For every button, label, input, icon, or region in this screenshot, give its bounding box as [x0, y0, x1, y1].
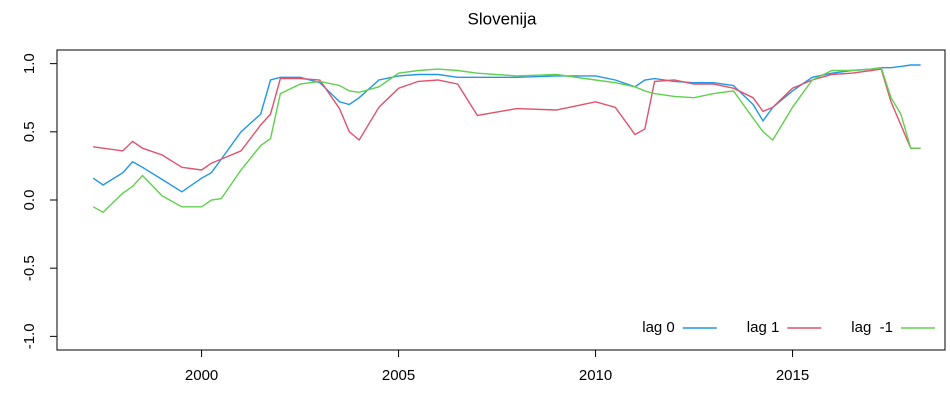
plot-frame	[56, 49, 946, 351]
y-tick-label: -1.0	[21, 323, 38, 349]
series-line	[93, 68, 921, 171]
chart-title: Slovenija	[468, 9, 538, 28]
x-tick-label: 2015	[776, 367, 809, 384]
series-line	[92, 66, 921, 214]
x-tick-label: 2005	[382, 367, 415, 384]
y-tick-label: 1.0	[21, 53, 38, 74]
series-line	[92, 64, 921, 193]
y-tick-label: 0.5	[21, 121, 38, 142]
legend-label: lag 0	[642, 319, 675, 336]
x-tick-label: 2000	[185, 367, 218, 384]
x-tick-label: 2010	[579, 367, 612, 384]
y-tick-label: 0.0	[21, 190, 38, 211]
y-tick-label: -0.5	[21, 255, 38, 281]
legend-label: lag 1	[747, 319, 780, 336]
legend-label: lag -1	[851, 319, 893, 336]
